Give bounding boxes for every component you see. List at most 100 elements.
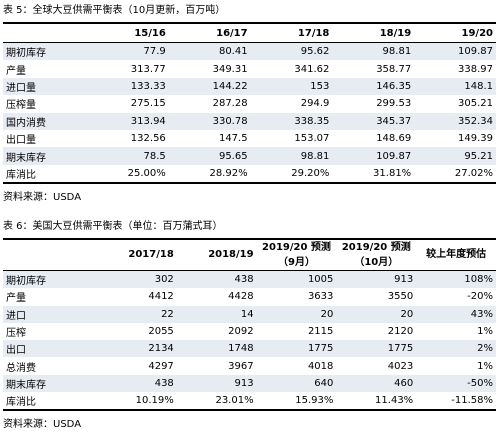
column-header: 2018/19 xyxy=(176,238,257,271)
table-cell: -20% xyxy=(416,288,496,306)
table-cell: 109.87 xyxy=(414,42,496,61)
table-cell: 80.41 xyxy=(168,42,251,61)
table-cell: 11.43% xyxy=(336,392,417,412)
table-cell: -50% xyxy=(416,374,496,393)
table-cell: 3633 xyxy=(256,288,337,306)
table-cell: 148.69 xyxy=(332,129,415,148)
table-cell: 22 xyxy=(97,305,177,323)
table-cell: 913 xyxy=(336,270,417,289)
table-cell: 95.21 xyxy=(414,147,496,165)
table-cell: 275.15 xyxy=(87,95,169,113)
table-cell: 95.62 xyxy=(250,42,333,61)
table-cell: 1% xyxy=(416,322,496,341)
table-row: 期末库存 78.5 95.65 98.81 109.87 95.21 xyxy=(3,147,496,165)
table-cell: 4428 xyxy=(176,288,257,306)
table-cell: 338.35 xyxy=(250,112,333,130)
column-header: 18/19 xyxy=(332,22,415,43)
table-body: 期初库存 77.9 80.41 95.62 98.81 109.87 产量 313.77 349… xyxy=(3,42,496,185)
table1-source: 资料来源：USDA xyxy=(3,192,82,203)
row-label: 出口 xyxy=(3,340,97,358)
table-row: 产量 313.77 349.31 341.62 358.77 338.97 xyxy=(3,60,496,78)
table-cell: 302 xyxy=(97,270,177,289)
row-label: 国内消费 xyxy=(3,112,87,130)
table-cell: 29.20% xyxy=(250,164,333,185)
row-label: 产量 xyxy=(3,60,87,78)
table-cell: 27.02% xyxy=(414,164,496,185)
table-cell: 4018 xyxy=(256,357,337,375)
table-cell: 438 xyxy=(97,374,177,393)
table-header-row-1: 2017/18 2018/19 2019/20 预测 2019/20 预测 较上… xyxy=(3,238,496,271)
table-cell: 2134 xyxy=(97,340,177,358)
table-cell: 349.31 xyxy=(168,60,251,78)
table-cell: 20 xyxy=(256,305,337,323)
column-header: 2019/20 预测 xyxy=(336,238,417,255)
row-label: 出口量 xyxy=(3,129,87,148)
table-cell: 133.33 xyxy=(87,77,169,96)
column-subheader: （10月） xyxy=(336,255,417,271)
table-cell: 132.56 xyxy=(87,129,169,148)
table-cell: 1748 xyxy=(176,340,257,358)
table-cell: 43% xyxy=(416,305,496,323)
table-cell: 14 xyxy=(176,305,257,323)
table-cell: 149.39 xyxy=(414,129,496,148)
table-cell: 2115 xyxy=(256,322,337,341)
column-header: 2017/18 xyxy=(97,238,177,271)
table-cell: 913 xyxy=(176,374,257,393)
table-row: 压榨量 275.15 287.28 294.9 299.53 305.21 xyxy=(3,95,496,113)
row-label: 期末库存 xyxy=(3,147,87,165)
table-row: 进口 22 14 20 20 43% xyxy=(3,305,496,323)
table-cell: 10.19% xyxy=(97,392,177,412)
table-cell: 2120 xyxy=(336,322,417,341)
table-cell: 345.37 xyxy=(332,112,415,130)
row-label: 期末库存 xyxy=(3,374,97,393)
table-cell: 352.34 xyxy=(414,112,496,130)
column-header: 2019/20 预测 xyxy=(256,238,337,255)
table2-caption: 表 6：美国大豆供需平衡表（单位：百万蒲式耳） xyxy=(3,221,223,232)
row-label: 库消比 xyxy=(3,164,87,185)
table-cell: 28.92% xyxy=(168,164,251,185)
table-cell: 31.81% xyxy=(332,164,415,185)
table-header-row: 15/16 16/17 17/18 18/19 19/20 xyxy=(3,22,496,43)
table-cell: 1% xyxy=(416,357,496,375)
table-cell: 1005 xyxy=(256,270,337,289)
table-cell: 287.28 xyxy=(168,95,251,113)
table-cell: 144.22 xyxy=(168,77,251,96)
row-label: 压榨量 xyxy=(3,95,87,113)
table-row: 出口量 132.56 147.5 153.07 148.69 149.39 xyxy=(3,129,496,148)
table-cell: 294.9 xyxy=(250,95,333,113)
table-cell: 313.94 xyxy=(87,112,169,130)
table-row: 期末库存 438 913 640 460 -50% xyxy=(3,374,496,393)
us-soybean-balance-table: 2017/18 2018/19 2019/20 预测 2019/20 预测 较上… xyxy=(3,238,496,412)
table-cell: 147.5 xyxy=(168,129,251,148)
table-cell: 305.21 xyxy=(414,95,496,113)
row-label: 压榨 xyxy=(3,322,97,341)
table-cell: 108% xyxy=(416,270,496,289)
table-cell: 109.87 xyxy=(332,147,415,165)
table-row: 期初库存 77.9 80.41 95.62 98.81 109.87 xyxy=(3,42,496,61)
column-header: 19/20 xyxy=(414,22,496,43)
table-cell: 460 xyxy=(336,374,417,393)
table-cell: 77.9 xyxy=(87,42,169,61)
table-cell: 330.78 xyxy=(168,112,251,130)
table-row: 产量 4412 4428 3633 3550 -20% xyxy=(3,288,496,306)
row-label: 进口量 xyxy=(3,77,87,96)
table-cell: 15.93% xyxy=(256,392,337,412)
table-cell: -11.58% xyxy=(416,392,496,412)
table-row: 总消费 4297 3967 4018 4023 1% xyxy=(3,357,496,375)
table-row: 压榨 2055 2092 2115 2120 1% xyxy=(3,322,496,341)
table-cell: 4297 xyxy=(97,357,177,375)
table-row: 进口量 133.33 144.22 153 146.35 148.1 xyxy=(3,77,496,96)
row-label: 期初库存 xyxy=(3,42,87,61)
column-header: 15/16 xyxy=(87,22,169,43)
table-row: 库消比 25.00% 28.92% 29.20% 31.81% 27.02% xyxy=(3,164,496,185)
row-label: 总消费 xyxy=(3,357,97,375)
table-cell: 146.35 xyxy=(332,77,415,96)
table-cell: 3967 xyxy=(176,357,257,375)
column-header xyxy=(3,22,87,43)
table-cell: 338.97 xyxy=(414,60,496,78)
table-cell: 95.65 xyxy=(168,147,251,165)
table-cell: 438 xyxy=(176,270,257,289)
row-label: 库消比 xyxy=(3,392,97,412)
table1-caption: 表 5：全球大豆供需平衡表（10月更新，百万吨） xyxy=(3,5,226,16)
table-cell: 98.81 xyxy=(250,147,333,165)
